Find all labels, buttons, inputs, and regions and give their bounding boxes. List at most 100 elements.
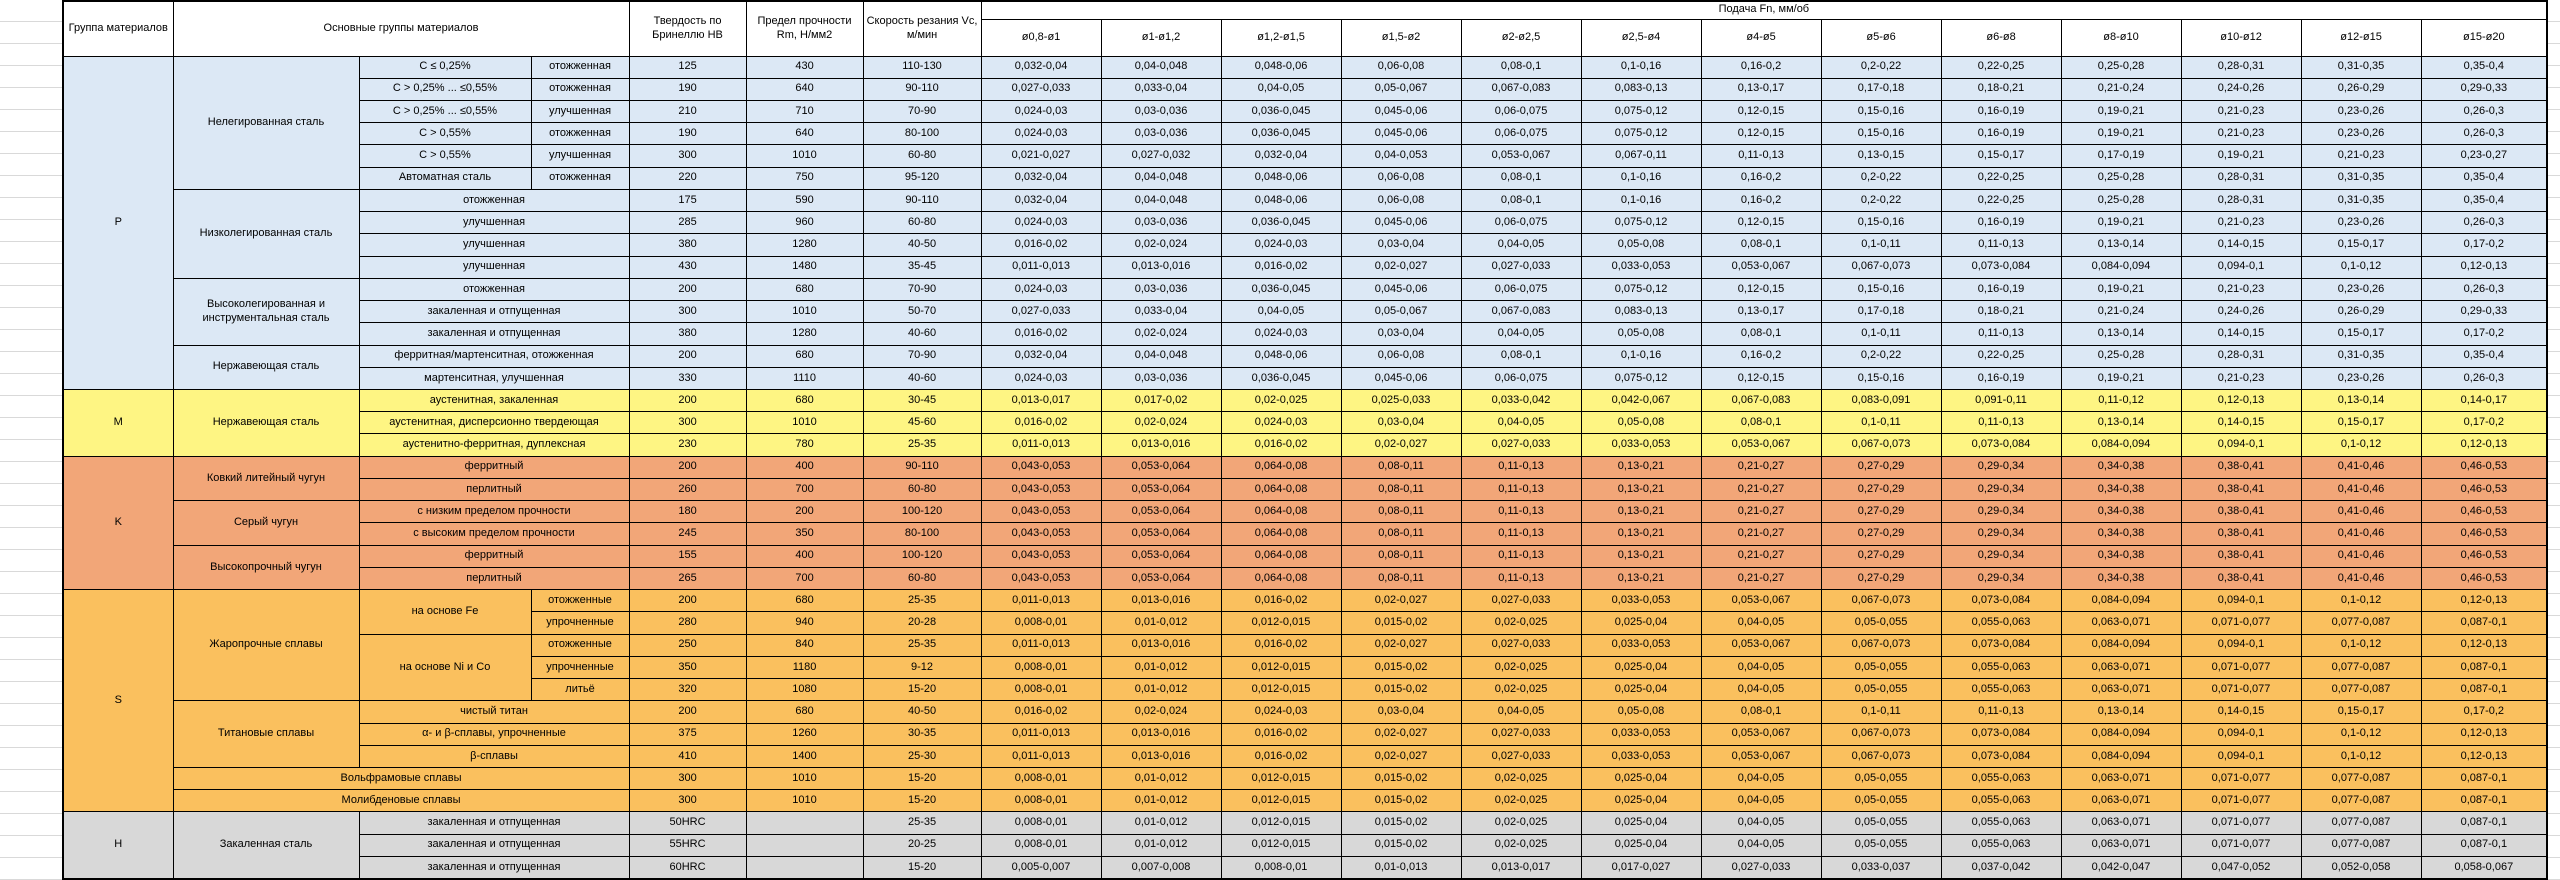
- feed-value-cell[interactable]: 0,073-0,084: [1940, 722, 2062, 746]
- feed-value-cell[interactable]: 0,02-0,024: [1100, 411, 1222, 435]
- hardness-cell[interactable]: 200: [628, 344, 747, 368]
- feed-value-cell[interactable]: 0,04-0,05: [1220, 300, 1342, 324]
- material-state-cell[interactable]: закаленная и отпущенная: [358, 322, 630, 346]
- material-state-cell[interactable]: отожженная: [530, 122, 630, 146]
- material-family-cell[interactable]: Вольфрамовые сплавы: [172, 766, 630, 791]
- speed-cell[interactable]: 70-90: [862, 99, 982, 124]
- feed-value-cell[interactable]: 0,22-0,25: [1940, 188, 2062, 213]
- feed-value-cell[interactable]: 0,063-0,071: [2060, 655, 2182, 680]
- feed-value-cell[interactable]: 0,053-0,064: [1100, 477, 1222, 502]
- feed-value-cell[interactable]: 0,04-0,05: [1700, 678, 1822, 702]
- feed-value-cell[interactable]: 0,16-0,19: [1940, 277, 2062, 302]
- feed-value-cell[interactable]: 0,008-0,01: [980, 655, 1102, 680]
- feed-value-cell[interactable]: 0,016-0,02: [980, 411, 1102, 435]
- material-state-cell[interactable]: литьё: [530, 678, 630, 702]
- feed-value-cell[interactable]: 0,063-0,071: [2060, 766, 2182, 791]
- feed-value-cell[interactable]: 0,34-0,38: [2060, 455, 2182, 479]
- material-state-cell[interactable]: упрочненные: [530, 655, 630, 680]
- feed-value-cell[interactable]: 0,46-0,53: [2420, 522, 2548, 546]
- feed-value-cell[interactable]: 0,13-0,14: [2300, 389, 2422, 413]
- feed-value-cell[interactable]: 0,15-0,16: [1820, 211, 1942, 235]
- feed-value-cell[interactable]: 0,26-0,29: [2300, 300, 2422, 324]
- feed-value-cell[interactable]: 0,027-0,033: [1700, 855, 1822, 880]
- strength-cell[interactable]: [745, 855, 864, 880]
- feed-value-cell[interactable]: 0,025-0,04: [1580, 678, 1702, 702]
- feed-value-cell[interactable]: 0,05-0,055: [1820, 833, 1942, 857]
- feed-diameter-header[interactable]: ø1,2-ø1,5: [1220, 18, 1342, 57]
- material-state-cell[interactable]: улучшенная: [530, 99, 630, 124]
- feed-value-cell[interactable]: 0,19-0,21: [2060, 277, 2182, 302]
- material-state-cell[interactable]: с высоким пределом прочности: [358, 522, 630, 546]
- feed-value-cell[interactable]: 0,012-0,015: [1220, 833, 1342, 857]
- feed-value-cell[interactable]: 0,064-0,08: [1220, 522, 1342, 546]
- hardness-cell[interactable]: 410: [628, 744, 747, 769]
- strength-cell[interactable]: 1480: [745, 255, 864, 279]
- feed-value-cell[interactable]: 0,15-0,16: [1820, 122, 1942, 146]
- feed-value-cell[interactable]: 0,011-0,013: [980, 255, 1102, 279]
- feed-value-cell[interactable]: 0,08-0,11: [1340, 500, 1462, 524]
- feed-value-cell[interactable]: 0,067-0,073: [1820, 433, 1942, 457]
- feed-value-cell[interactable]: 0,08-0,1: [1460, 55, 1582, 79]
- feed-value-cell[interactable]: 0,19-0,21: [2060, 366, 2182, 391]
- feed-value-cell[interactable]: 0,13-0,21: [1580, 455, 1702, 479]
- feed-value-cell[interactable]: 0,045-0,06: [1340, 277, 1462, 302]
- header-feed-title[interactable]: Подача Fn, мм/об: [980, 0, 2548, 20]
- material-state-cell[interactable]: чистый титан: [358, 700, 630, 724]
- feed-value-cell[interactable]: 0,016-0,02: [1220, 433, 1342, 457]
- feed-value-cell[interactable]: 0,02-0,024: [1100, 233, 1222, 257]
- feed-value-cell[interactable]: 0,025-0,04: [1580, 611, 1702, 635]
- feed-value-cell[interactable]: 0,013-0,016: [1100, 433, 1222, 457]
- feed-value-cell[interactable]: 0,024-0,03: [1220, 233, 1342, 257]
- speed-cell[interactable]: 25-35: [862, 633, 982, 657]
- feed-value-cell[interactable]: 0,012-0,015: [1220, 789, 1342, 813]
- feed-value-cell[interactable]: 0,032-0,04: [980, 166, 1102, 190]
- strength-cell[interactable]: 700: [745, 566, 864, 591]
- feed-value-cell[interactable]: 0,053-0,064: [1100, 566, 1222, 591]
- hardness-cell[interactable]: 245: [628, 522, 747, 546]
- feed-value-cell[interactable]: 0,033-0,053: [1580, 589, 1702, 613]
- feed-value-cell[interactable]: 0,077-0,087: [2300, 678, 2422, 702]
- speed-cell[interactable]: 15-20: [862, 789, 982, 813]
- feed-value-cell[interactable]: 0,27-0,29: [1820, 566, 1942, 591]
- feed-value-cell[interactable]: 0,05-0,067: [1340, 77, 1462, 101]
- feed-value-cell[interactable]: 0,13-0,21: [1580, 566, 1702, 591]
- feed-value-cell[interactable]: 0,011-0,013: [980, 633, 1102, 657]
- feed-value-cell[interactable]: 0,077-0,087: [2300, 811, 2422, 835]
- feed-value-cell[interactable]: 0,23-0,26: [2300, 277, 2422, 302]
- strength-cell[interactable]: 1010: [745, 300, 864, 324]
- header-strength[interactable]: Предел прочности Rm, Н/мм2: [745, 0, 864, 57]
- feed-value-cell[interactable]: 0,15-0,16: [1820, 366, 1942, 391]
- feed-value-cell[interactable]: 0,04-0,05: [1460, 233, 1582, 257]
- feed-value-cell[interactable]: 0,094-0,1: [2180, 255, 2302, 279]
- feed-value-cell[interactable]: 0,13-0,21: [1580, 477, 1702, 502]
- hardness-cell[interactable]: 210: [628, 99, 747, 124]
- feed-value-cell[interactable]: 0,04-0,05: [1220, 77, 1342, 101]
- feed-value-cell[interactable]: 0,15-0,17: [2300, 700, 2422, 724]
- feed-value-cell[interactable]: 0,008-0,01: [980, 789, 1102, 813]
- material-family-cell[interactable]: Жаропрочные сплавы: [172, 589, 360, 702]
- feed-value-cell[interactable]: 0,008-0,01: [980, 678, 1102, 702]
- material-family-cell[interactable]: Молибденовые сплавы: [172, 789, 630, 813]
- feed-value-cell[interactable]: 0,027-0,033: [1460, 589, 1582, 613]
- feed-value-cell[interactable]: 0,077-0,087: [2300, 611, 2422, 635]
- feed-value-cell[interactable]: 0,02-0,025: [1460, 655, 1582, 680]
- speed-cell[interactable]: 100-120: [862, 544, 982, 568]
- hardness-cell[interactable]: 200: [628, 700, 747, 724]
- material-state-cell[interactable]: аустенитно-ферритная, дуплексная: [358, 433, 630, 457]
- feed-value-cell[interactable]: 0,012-0,015: [1220, 811, 1342, 835]
- feed-value-cell[interactable]: 0,41-0,46: [2300, 500, 2422, 524]
- feed-value-cell[interactable]: 0,13-0,15: [1820, 144, 1942, 168]
- speed-cell[interactable]: 35-45: [862, 255, 982, 279]
- feed-value-cell[interactable]: 0,015-0,02: [1340, 811, 1462, 835]
- feed-value-cell[interactable]: 0,29-0,33: [2420, 77, 2548, 101]
- feed-value-cell[interactable]: 0,02-0,025: [1460, 678, 1582, 702]
- feed-value-cell[interactable]: 0,24-0,26: [2180, 77, 2302, 101]
- feed-value-cell[interactable]: 0,1-0,16: [1580, 55, 1702, 79]
- material-subtype-cell[interactable]: C > 0,55%: [358, 144, 532, 168]
- feed-value-cell[interactable]: 0,033-0,04: [1100, 77, 1222, 101]
- speed-cell[interactable]: 90-110: [862, 77, 982, 101]
- feed-value-cell[interactable]: 0,17-0,2: [2420, 411, 2548, 435]
- hardness-cell[interactable]: 330: [628, 366, 747, 391]
- feed-value-cell[interactable]: 0,011-0,013: [980, 744, 1102, 769]
- feed-diameter-header[interactable]: ø6-ø8: [1940, 18, 2062, 57]
